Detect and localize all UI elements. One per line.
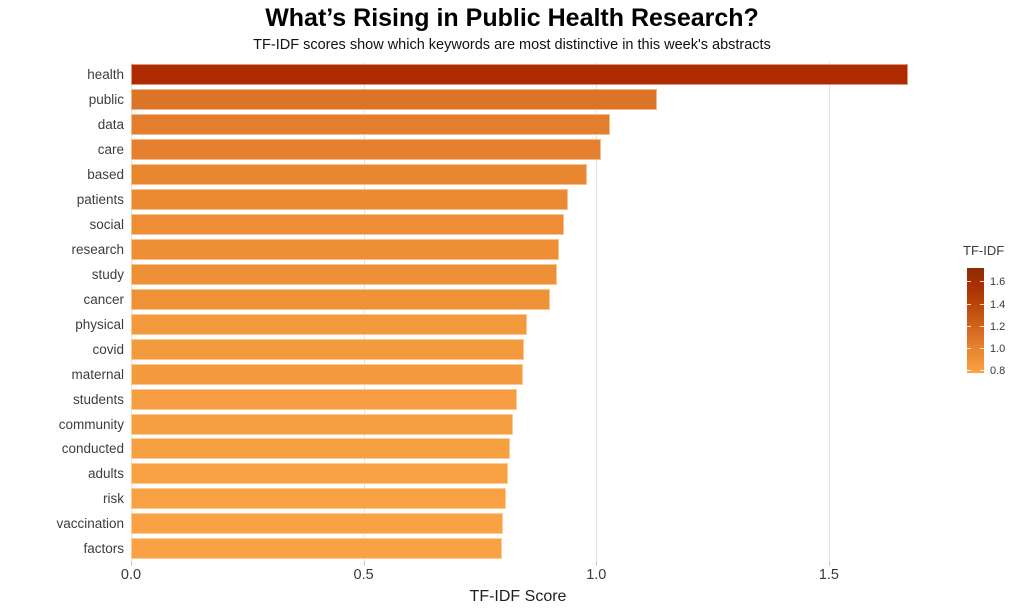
gridline-x-0.0 [131,62,132,561]
chart-title: What’s Rising in Public Health Research? [265,4,759,32]
bar-row-factors [131,538,935,560]
y-axis-label-social: social [89,216,124,232]
legend: TF-IDF 1.6 1.4 1.2 1.0 0.8 [963,243,1023,377]
bar-students [131,388,518,410]
bar-patients [131,188,569,210]
legend-tick-right-0.8 [980,370,984,372]
x-tick-mark-1.5 [828,561,830,566]
y-axis-label-care: care [97,142,124,158]
y-axis-label-conducted: conducted [61,441,124,457]
legend-tick-left-1.2 [967,325,971,327]
legend-tick-label-1.0: 1.0 [990,343,1006,355]
y-axis-label-data: data [97,117,124,133]
legend-title: TF-IDF [963,243,1005,258]
bar-row-conducted [131,438,935,460]
y-axis-label-research: research [71,241,124,257]
bar-data [131,114,611,136]
bar-row-social [131,213,935,235]
bar-row-physical [131,313,935,335]
chart-subtitle: TF-IDF scores show which keywords are mo… [253,37,771,53]
bar-row-data [131,114,935,136]
bar-maternal [131,363,523,385]
bar-conducted [131,438,511,460]
y-axis-label-public: public [88,92,124,108]
bar-covid [131,338,525,360]
legend-tick-label-1.6: 1.6 [990,276,1006,289]
y-axis-label-patients: patients [76,191,124,207]
bar-care [131,139,601,161]
legend-tick-right-1.2 [980,325,984,327]
bar-row-students [131,388,935,410]
bar-row-based [131,164,935,186]
bar-row-patients [131,188,935,210]
bar-health [131,64,909,86]
y-axis-label-study: study [91,266,124,282]
y-axis-label-vaccination: vaccination [56,516,124,532]
bar-community [131,413,513,435]
bar-row-health [131,64,935,86]
legend-tick-label-1.4: 1.4 [990,298,1006,311]
legend-tick-left-1.0 [967,348,971,349]
y-axis-label-maternal: maternal [71,366,124,382]
y-axis-label-health: health [87,67,124,83]
y-axis-label-physical: physical [75,316,124,332]
x-tick-label-0.0: 0.0 [120,567,142,583]
bar-research [131,238,560,260]
legend-tick-right-1.4 [980,303,984,305]
y-axis-label-adults: adults [87,466,124,482]
bar-row-care [131,139,935,161]
legend-tick-left-0.8 [967,370,971,372]
x-tick-label-1.0: 1.0 [586,567,607,583]
x-tick-mark-0.5 [363,561,365,566]
bar-row-research [131,238,935,260]
x-tick-mark-1.0 [596,561,598,566]
y-axis-label-community: community [58,416,124,432]
bar-physical [131,313,527,335]
bar-public [131,89,657,111]
bar-study [131,263,557,285]
legend-tick-right-1.0 [980,348,984,349]
bar-based [131,164,587,186]
bar-row-community [131,413,935,435]
bar-row-study [131,263,935,285]
bar-cancer [131,288,550,310]
bar-factors [131,538,503,560]
legend-gradient [967,268,984,373]
legend-tick-label-0.8: 0.8 [990,365,1006,378]
y-axis-label-based: based [87,167,124,183]
bar-social [131,213,564,235]
bar-row-cancer [131,288,935,310]
y-axis-label-risk: risk [103,491,124,507]
bar-row-vaccination [131,513,935,535]
y-axis-label-students: students [72,391,124,407]
bar-row-covid [131,338,935,360]
bar-adults [131,463,508,485]
x-tick-label-1.5: 1.5 [818,567,840,583]
bar-row-public [131,89,935,111]
bar-row-adults [131,463,935,485]
y-axis-label-covid: covid [92,341,124,357]
gridline-x-0.5 [363,62,365,561]
gridline-x-1.5 [828,62,830,561]
legend-tick-right-1.6 [980,281,984,283]
y-axis-label-factors: factors [83,541,124,557]
bar-risk [131,488,506,510]
x-tick-label-0.5: 0.5 [353,567,374,583]
legend-tick-left-1.4 [967,303,971,305]
bar-row-maternal [131,363,935,385]
x-tick-mark-0.0 [131,561,132,566]
legend-tick-left-1.6 [967,281,971,283]
gridline-x-1.0 [596,62,598,561]
bar-row-risk [131,488,935,510]
legend-tick-label-1.2: 1.2 [990,320,1006,333]
bar-vaccination [131,513,504,535]
y-axis-label-cancer: cancer [83,291,124,307]
x-axis-title: TF-IDF Score [469,588,567,605]
plot-area: health public data care based patients social r… [56,62,935,561]
